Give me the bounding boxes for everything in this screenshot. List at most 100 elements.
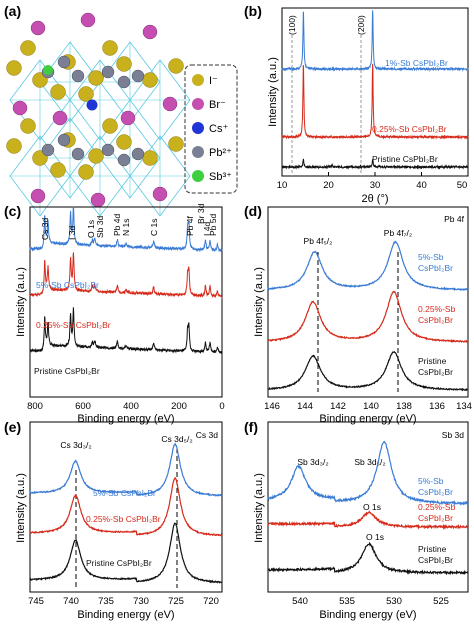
plot-frame <box>29 421 223 593</box>
x-axis-label: Binding energy (eV) <box>319 413 416 425</box>
y-axis-label: Intensity (a.u.) <box>253 267 265 337</box>
peak-label: Sb 3d <box>95 216 105 238</box>
x-axis-label: Binding energy (eV) <box>319 609 416 621</box>
series-label: Pristine CsPbI₂Br <box>372 154 438 164</box>
tick-label: 134 <box>456 401 472 412</box>
legend-item-lead: Pb²⁺ <box>192 146 232 159</box>
cesium-ion-icon <box>192 122 204 134</box>
peak-label: I 4d <box>202 222 212 236</box>
tick-label: 140 <box>363 401 379 412</box>
lead-ion <box>57 133 71 147</box>
series-line <box>267 240 469 292</box>
crystal-structure <box>6 12 191 217</box>
peak-label: Pb 4f₇/₂ <box>384 228 412 238</box>
series-label: 1%-Sb CsPbI₂Br <box>385 58 448 68</box>
x-ticks: 745 740 735 730 725 720 <box>28 596 219 607</box>
panel-c-label: (c) <box>4 203 21 219</box>
series-label: 5%-Sb CsPbI₂Br <box>36 280 99 290</box>
plot-frame <box>29 206 223 398</box>
x-ticks: 10 20 30 40 50 <box>277 172 469 191</box>
lead-ion <box>101 143 115 157</box>
bromide-ion <box>30 20 46 36</box>
peak-label: Br 3d <box>196 203 206 224</box>
series-line <box>267 509 469 530</box>
panel-d-label: (d) <box>244 203 262 219</box>
peak-label: O 1s <box>86 220 96 238</box>
series-label: Pristine <box>418 544 447 554</box>
series-label: CsPbI₂Br <box>418 367 453 377</box>
series-line <box>29 476 223 538</box>
series-line <box>281 63 469 140</box>
iodide-ion-icon <box>192 74 204 86</box>
peak-label: C 1s <box>149 219 159 236</box>
panel-title: Sb 3d <box>442 430 464 440</box>
iodide-ion <box>6 138 22 154</box>
series-line <box>267 351 469 392</box>
iodide-ion <box>78 164 94 180</box>
series-line <box>281 10 469 72</box>
bromide-ion <box>12 100 28 116</box>
panel-f: (f) Sb 3d Sb 3d₃/₂ Sb 3d₅/₂ O 1s O 1s 5%… <box>244 419 469 621</box>
legend-label: Pb²⁺ <box>209 147 232 159</box>
series-line <box>267 541 469 576</box>
iodide-ion <box>50 162 66 178</box>
iodide-ion <box>142 72 158 88</box>
bromide-ion <box>52 110 68 126</box>
legend-label: Sb³⁺ <box>209 171 232 183</box>
panel-e: (e) Cs 3d Cs 3d₃/₂ Cs 3d₅/₂ 5%-Sb CsPbI₂… <box>4 419 223 621</box>
tick-label: 740 <box>63 596 79 607</box>
legend-item-cesium: Cs⁺ <box>192 122 228 135</box>
iodide-ion <box>142 150 158 166</box>
iodide-ion <box>78 86 94 102</box>
bromide-ion <box>120 110 136 126</box>
tick-label: 146 <box>264 401 280 412</box>
iodide-ion <box>20 40 36 56</box>
tick-label: 10 <box>277 180 288 191</box>
tick-label: 535 <box>339 596 355 607</box>
cesium-ion <box>86 99 98 111</box>
tick-label: 30 <box>370 180 381 191</box>
series-label: 0.25%-Sb CsPbI₂Br <box>36 320 111 330</box>
lead-ion <box>117 75 131 89</box>
y-axis-label: Intensity (a.u.) <box>253 473 265 543</box>
peak-label: Pb 4d <box>112 214 122 236</box>
peak-label: I 3d <box>67 226 77 240</box>
y-axis-label: Intensity (a.u.) <box>15 473 27 543</box>
peak-label: N 1s <box>121 219 131 236</box>
series-label: Pristine <box>418 356 447 366</box>
legend-item-bromide: Br⁻ <box>192 98 226 111</box>
panel-title: Cs 3d <box>196 430 218 440</box>
tick-label: 720 <box>203 596 219 607</box>
tick-label: 600 <box>75 401 91 412</box>
panel-a-label: (a) <box>4 3 21 19</box>
tick-label: 136 <box>429 401 445 412</box>
iodide-ion <box>168 136 184 152</box>
series-line <box>29 522 223 584</box>
series-label: 5%-Sb <box>418 476 444 486</box>
series-label: 0.25%-Sb <box>418 304 456 314</box>
series-line <box>29 442 223 497</box>
tick-label: 20 <box>323 180 334 191</box>
iodide-ion <box>50 84 66 100</box>
panel-e-label: (e) <box>4 419 21 435</box>
bromide-ion <box>80 12 96 28</box>
series-line <box>29 252 223 300</box>
iodide-ion <box>102 118 118 134</box>
tick-label: 530 <box>386 596 402 607</box>
plot-frame <box>281 7 469 177</box>
peak-label: Sb 3d₅/₂ <box>354 457 385 467</box>
tick-label: 540 <box>292 596 308 607</box>
tick-label: 142 <box>330 401 346 412</box>
lead-ion <box>57 55 71 69</box>
peak-label: O 1s <box>366 532 384 542</box>
iodide-ion <box>6 60 22 76</box>
series-line <box>29 206 223 253</box>
series-label: 0.25%-Sb CsPbI₂Br <box>372 124 447 134</box>
lead-ion <box>131 69 145 83</box>
tick-label: 40 <box>416 180 427 191</box>
series-label: 0.25%-Sb CsPbI₂Br <box>86 514 161 524</box>
series-label: 0.25%-Sb <box>418 502 456 512</box>
bromide-ion-icon <box>192 98 204 110</box>
iodide-ion <box>102 40 118 56</box>
